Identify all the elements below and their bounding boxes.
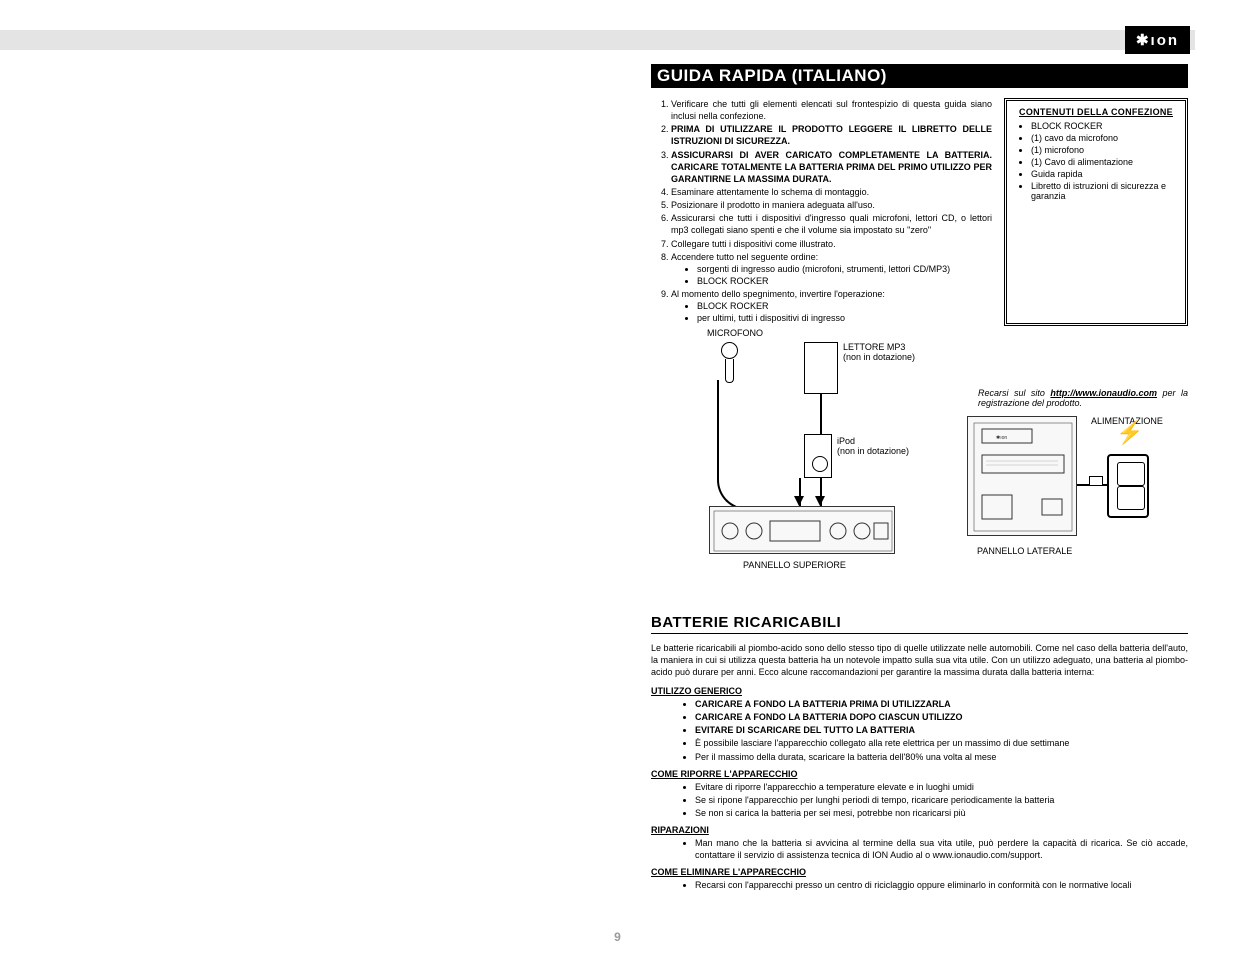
instruction-substep: BLOCK ROCKER <box>697 275 992 287</box>
side-panel-diagram: ✱ıon <box>967 416 1077 536</box>
subsection-heading: COME RIPORRE L'APPARECCHIO <box>651 769 1188 779</box>
bullet-item: CARICARE A FONDO LA BATTERIA DOPO CIASCU… <box>695 711 1188 723</box>
box-contents: CONTENUTI DELLA CONFEZIONE BLOCK ROCKER (… <box>1004 98 1188 326</box>
battery-section-title: BATTERIE RICARICABILI <box>651 614 1188 634</box>
label-ipod-sub: (non in dotazione) <box>837 446 909 456</box>
box-contents-item: BLOCK ROCKER <box>1031 121 1177 131</box>
power-outlet-icon <box>1107 454 1149 518</box>
label-mp3: LETTORE MP3 <box>843 342 905 352</box>
svg-text:✱ıon: ✱ıon <box>996 435 1007 441</box>
label-side-panel: PANNELLO LATERALE <box>977 546 1072 556</box>
instruction-substep: per ultimi, tutti i dispositivi di ingre… <box>697 312 992 324</box>
box-contents-item: Libretto di istruzioni di sicurezza e ga… <box>1031 181 1177 201</box>
box-contents-item: Guida rapida <box>1031 169 1177 179</box>
instruction-step: Verificare che tutti gli elementi elenca… <box>671 98 992 122</box>
instruction-step: PRIMA DI UTILIZZARE IL PRODOTTO LEGGERE … <box>671 123 992 147</box>
bullet-item: Man mano che la batteria si avvicina al … <box>695 837 1188 861</box>
lightning-icon: ⚡ <box>1116 420 1143 446</box>
box-contents-item: (1) microfono <box>1031 145 1177 155</box>
bullet-item: Per il massimo della durata, scaricare l… <box>695 751 1188 763</box>
connection-diagram: MICROFONO LETTORE MP3 (non in dotazione)… <box>651 336 1188 606</box>
battery-intro: Le batterie ricaricabili al piombo-acido… <box>651 642 1188 678</box>
bullet-item: CARICARE A FONDO LA BATTERIA PRIMA DI UT… <box>695 698 1188 710</box>
instruction-substep: sorgenti di ingresso audio (microfoni, s… <box>697 263 992 275</box>
box-contents-title: CONTENUTI DELLA CONFEZIONE <box>1015 107 1177 117</box>
box-contents-item: (1) Cavo di alimentazione <box>1031 157 1177 167</box>
subsection-heading: RIPARAZIONI <box>651 825 1188 835</box>
label-microphone: MICROFONO <box>707 328 763 338</box>
bullet-item: Se si ripone l'apparecchio per lunghi pe… <box>695 794 1188 806</box>
instruction-step: Al momento dello spegnimento, invertire … <box>671 288 992 324</box>
header-bar <box>0 30 1195 50</box>
instruction-step: Collegare tutti i dispositivi come illus… <box>671 238 992 250</box>
ipod-icon <box>804 434 832 478</box>
microphone-icon <box>721 342 741 382</box>
subsection-heading: COME ELIMINARE L'APPARECCHIO <box>651 867 1188 877</box>
instruction-step: Esaminare attentamente lo schema di mont… <box>671 186 992 198</box>
page-number: 9 <box>614 930 621 944</box>
bullet-item: EVITARE DI SCARICARE DEL TUTTO LA BATTER… <box>695 724 1188 736</box>
ion-logo: ✱ıon <box>1125 26 1190 54</box>
label-mp3-sub: (non in dotazione) <box>843 352 915 362</box>
top-panel-diagram <box>709 506 895 554</box>
box-contents-item: (1) cavo da microfono <box>1031 133 1177 143</box>
bullet-item: Evitare di riporre l'apparecchio a tempe… <box>695 781 1188 793</box>
bullet-item: Recarsi con l'apparecchi presso un centr… <box>695 879 1188 891</box>
bullet-item: È possibile lasciare l'apparecchio colle… <box>695 737 1188 749</box>
instruction-list: Verificare che tutti gli elementi elenca… <box>651 98 992 326</box>
instruction-step: ASSICURARSI DI AVER CARICATO COMPLETAMEN… <box>671 149 992 185</box>
subsection-heading: UTILIZZO GENERICO <box>651 686 1188 696</box>
instruction-substep: BLOCK ROCKER <box>697 300 992 312</box>
label-top-panel: PANNELLO SUPERIORE <box>743 560 846 570</box>
label-ipod: iPod <box>837 436 855 446</box>
instruction-step: Accendere tutto nel seguente ordine:sorg… <box>671 251 992 287</box>
page-title: GUIDA RAPIDA (ITALIANO) <box>651 64 1188 88</box>
bullet-item: Se non si carica la batteria per sei mes… <box>695 807 1188 819</box>
instruction-step: Posizionare il prodotto in maniera adegu… <box>671 199 992 211</box>
mp3-player-icon <box>804 342 838 394</box>
instruction-step: Assicurarsi che tutti i dispositivi d'in… <box>671 212 992 236</box>
